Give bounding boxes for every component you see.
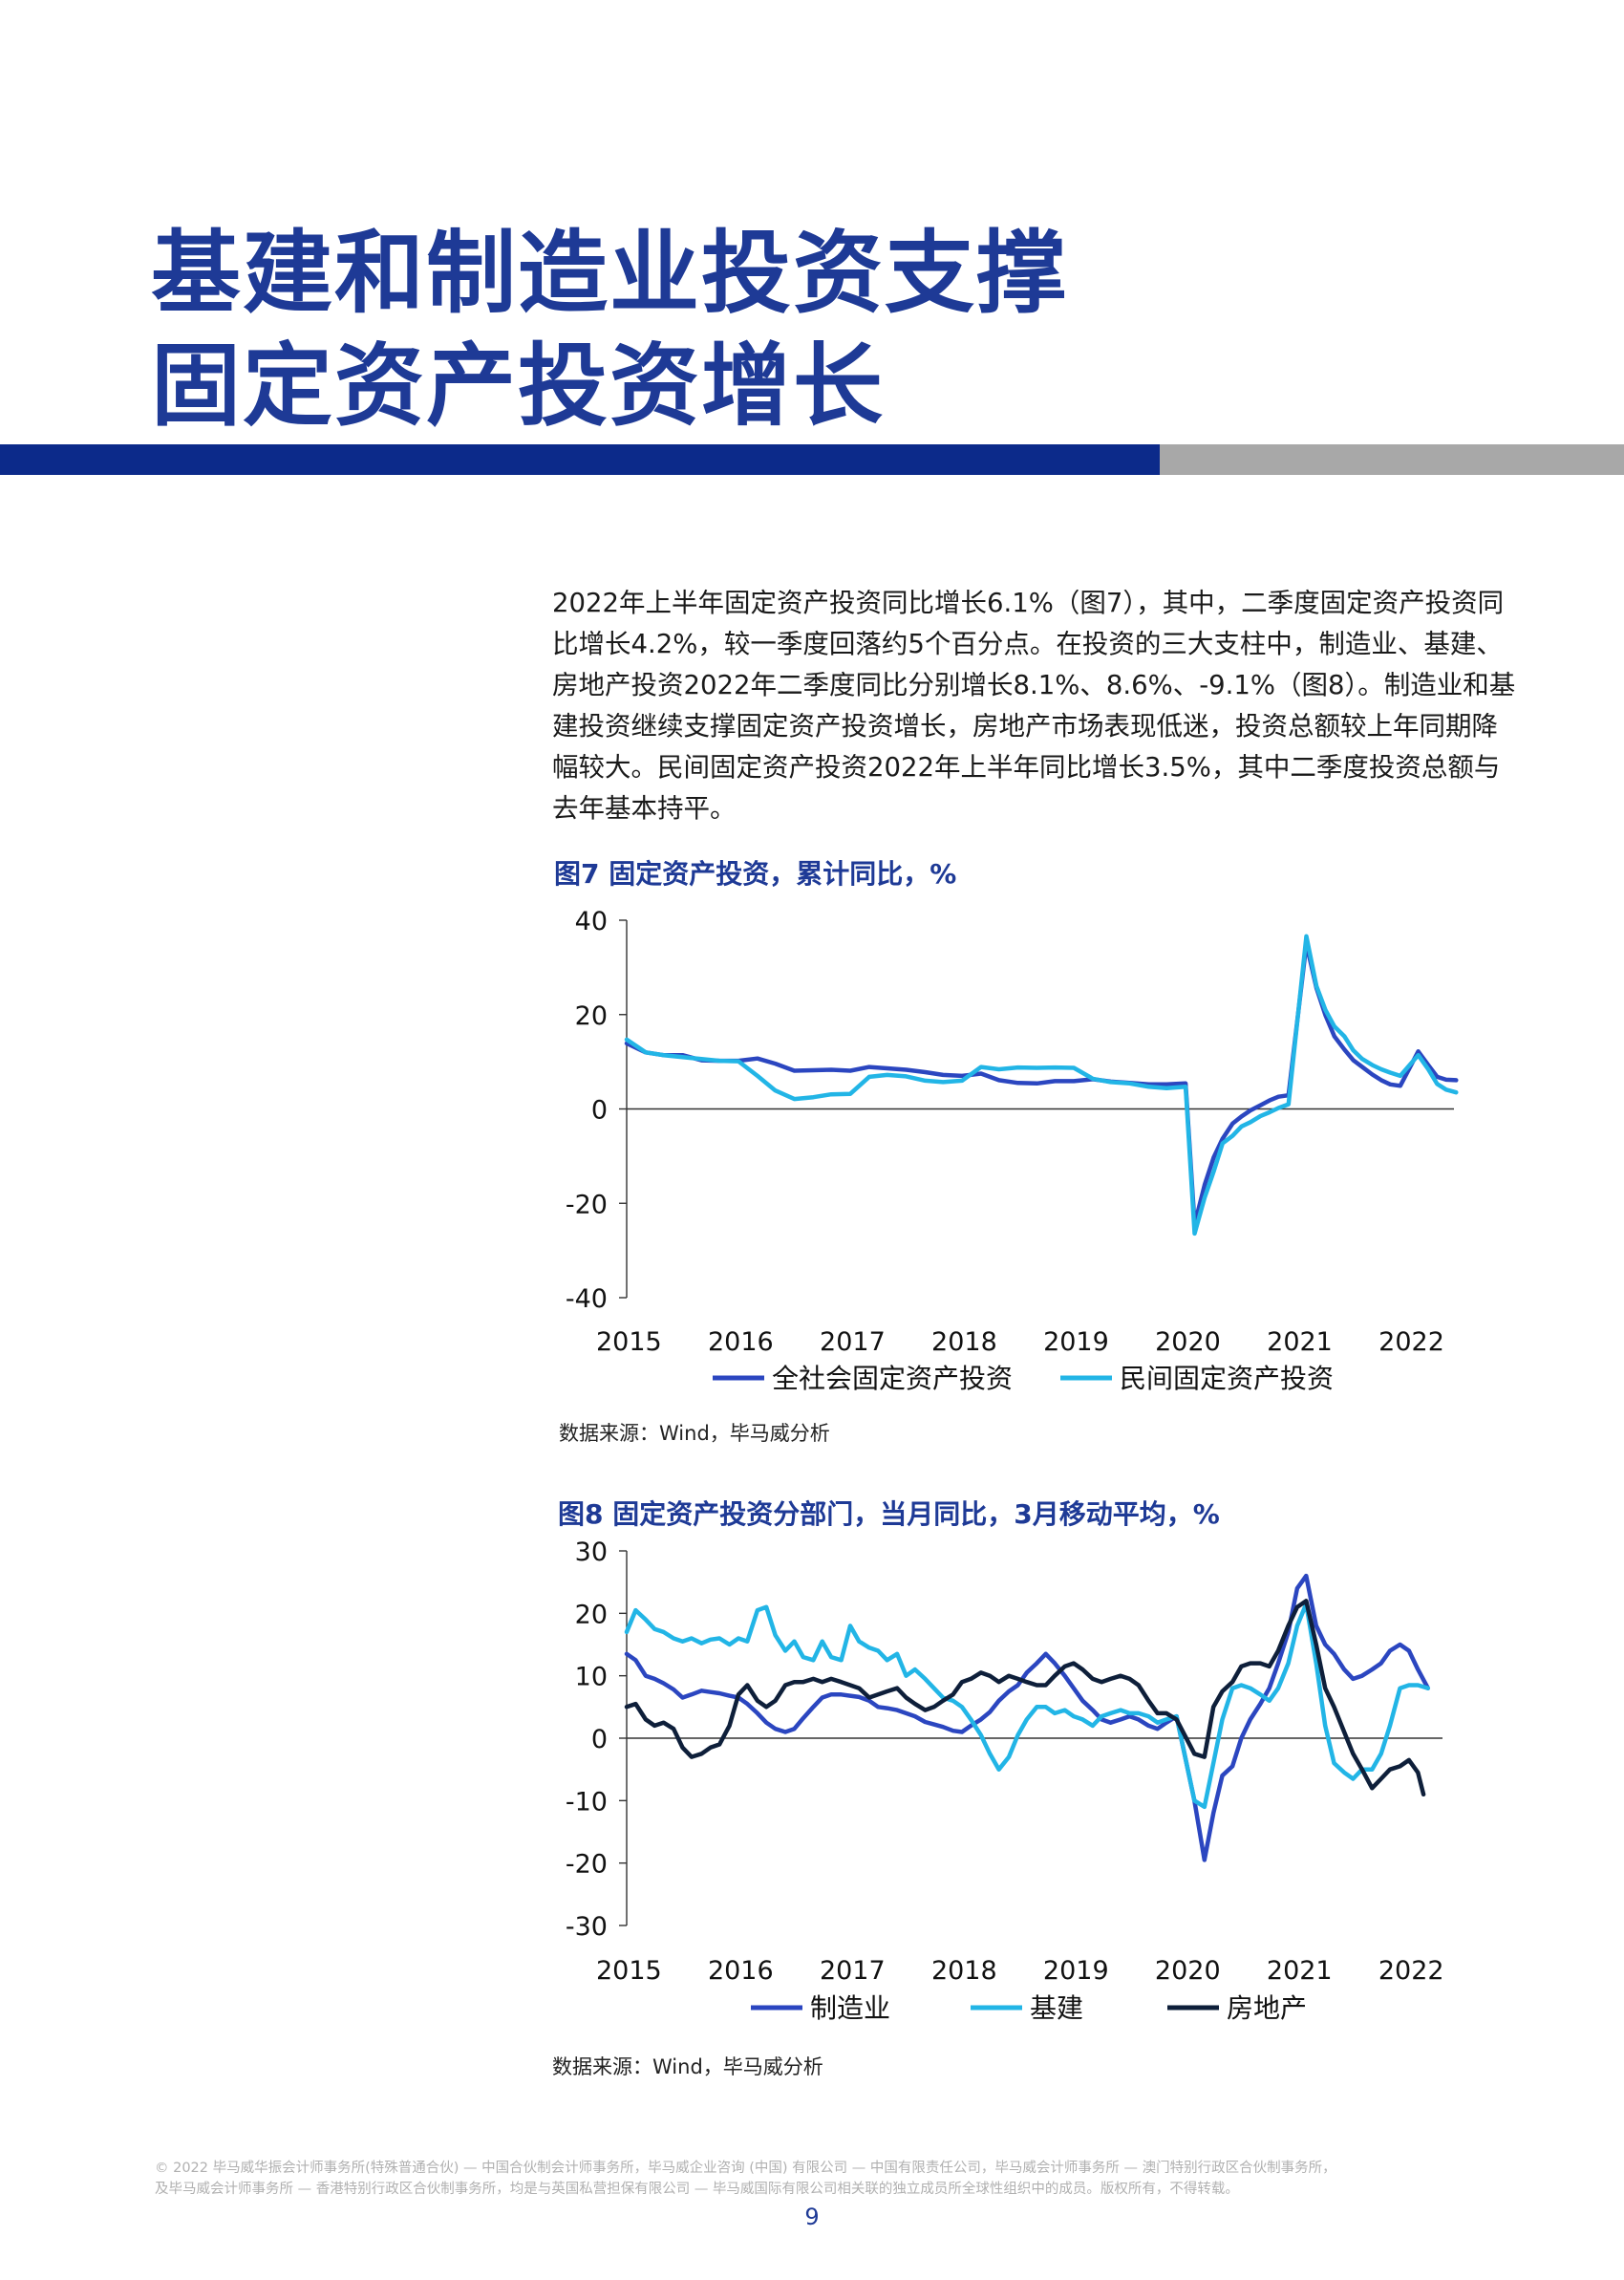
y-tick-label: 30 bbox=[575, 1538, 608, 1567]
legend-label-1: 全社会固定资产投资 bbox=[772, 1363, 1013, 1394]
x-tick-label: 2018 bbox=[931, 1956, 997, 1986]
x-tick-label: 2019 bbox=[1043, 1327, 1109, 1357]
page-title-line-1: 基建和制造业投资支撑 bbox=[151, 222, 1069, 326]
y-tick-label: -20 bbox=[566, 1190, 608, 1219]
y-tick-label: -30 bbox=[566, 1912, 608, 1942]
footer-line-1: © 2022 毕马威华振会计师事务所(特殊普通合伙) — 中国合伙制会计师事务所… bbox=[155, 2161, 1336, 2176]
title-band-blue bbox=[0, 444, 1160, 475]
x-tick-label: 2021 bbox=[1267, 1327, 1333, 1357]
y-tick-label: 40 bbox=[575, 907, 608, 936]
series-line-3 bbox=[624, 1599, 1426, 1797]
y-tick-label: -10 bbox=[566, 1787, 608, 1817]
y-tick-label: 0 bbox=[591, 1096, 608, 1126]
legend-label-2: 民间固定资产投资 bbox=[1120, 1363, 1334, 1394]
x-tick-label: 2022 bbox=[1378, 1327, 1444, 1357]
x-tick-label: 2022 bbox=[1378, 1956, 1444, 1986]
figure8-title: 图8 固定资产投资分部门，当月同比，3月移动平均，% bbox=[558, 1498, 1220, 1530]
page-title: 基建和制造业投资支撑 固定资产投资增长 bbox=[151, 218, 1068, 443]
series-line-1 bbox=[624, 941, 1459, 1227]
y-tick-label: -40 bbox=[566, 1284, 608, 1314]
figure8-source: 数据来源：Wind，毕马威分析 bbox=[552, 2055, 823, 2078]
figure7-title: 图7 固定资产投资，累计同比，% bbox=[554, 858, 957, 890]
figure7-source: 数据来源：Wind，毕马威分析 bbox=[559, 1422, 830, 1445]
page-title-line-2: 固定资产投资增长 bbox=[151, 334, 886, 439]
figure8-chart: -30 -20 -10 0 10 20 30 2015 2016 2017 2018 2019 2020… bbox=[566, 1538, 1444, 2024]
x-tick-label: 2021 bbox=[1267, 1956, 1333, 1986]
x-tick-label: 2015 bbox=[596, 1327, 662, 1357]
series-line-2 bbox=[624, 934, 1459, 1237]
body-paragraph: 2022年上半年固定资产投资同比增长6.1%（图7），其中，二季度固定资产投资同… bbox=[552, 588, 1516, 824]
x-tick-label: 2016 bbox=[708, 1956, 774, 1986]
x-tick-label: 2019 bbox=[1043, 1956, 1109, 1986]
title-band-gray bbox=[1160, 444, 1624, 475]
legend-label-1: 制造业 bbox=[810, 1992, 890, 2024]
series-line-2 bbox=[624, 1602, 1431, 1810]
footer-line-2: 及毕马威会计师事务所 — 香港特别行政区合伙制事务所，均是与英国私营担保有限公司… bbox=[155, 2182, 1239, 2197]
x-tick-label: 2020 bbox=[1155, 1956, 1221, 1986]
y-tick-label: 10 bbox=[575, 1663, 608, 1692]
figure7-chart: -40 -20 0 20 40 2015 2016 2017 2018 2019 2020 2021 2… bbox=[566, 907, 1459, 1394]
x-tick-label: 2017 bbox=[820, 1956, 886, 1986]
legend-label-3: 房地产 bbox=[1227, 1992, 1307, 2024]
page-number: 9 bbox=[804, 2204, 820, 2230]
y-tick-label: 20 bbox=[575, 1001, 608, 1031]
legend-label-2: 基建 bbox=[1030, 1992, 1083, 2024]
copyright-footer: © 2022 毕马威华振会计师事务所(特殊普通合伙) — 中国合伙制会计师事务所… bbox=[155, 2158, 1483, 2200]
x-tick-label: 2016 bbox=[708, 1327, 774, 1357]
x-tick-label: 2020 bbox=[1155, 1327, 1221, 1357]
y-tick-label: 20 bbox=[575, 1600, 608, 1629]
x-tick-label: 2018 bbox=[931, 1327, 997, 1357]
x-tick-label: 2017 bbox=[820, 1327, 886, 1357]
y-tick-label: 0 bbox=[591, 1725, 608, 1754]
x-tick-label: 2015 bbox=[596, 1956, 662, 1986]
y-tick-label: -20 bbox=[566, 1850, 608, 1880]
